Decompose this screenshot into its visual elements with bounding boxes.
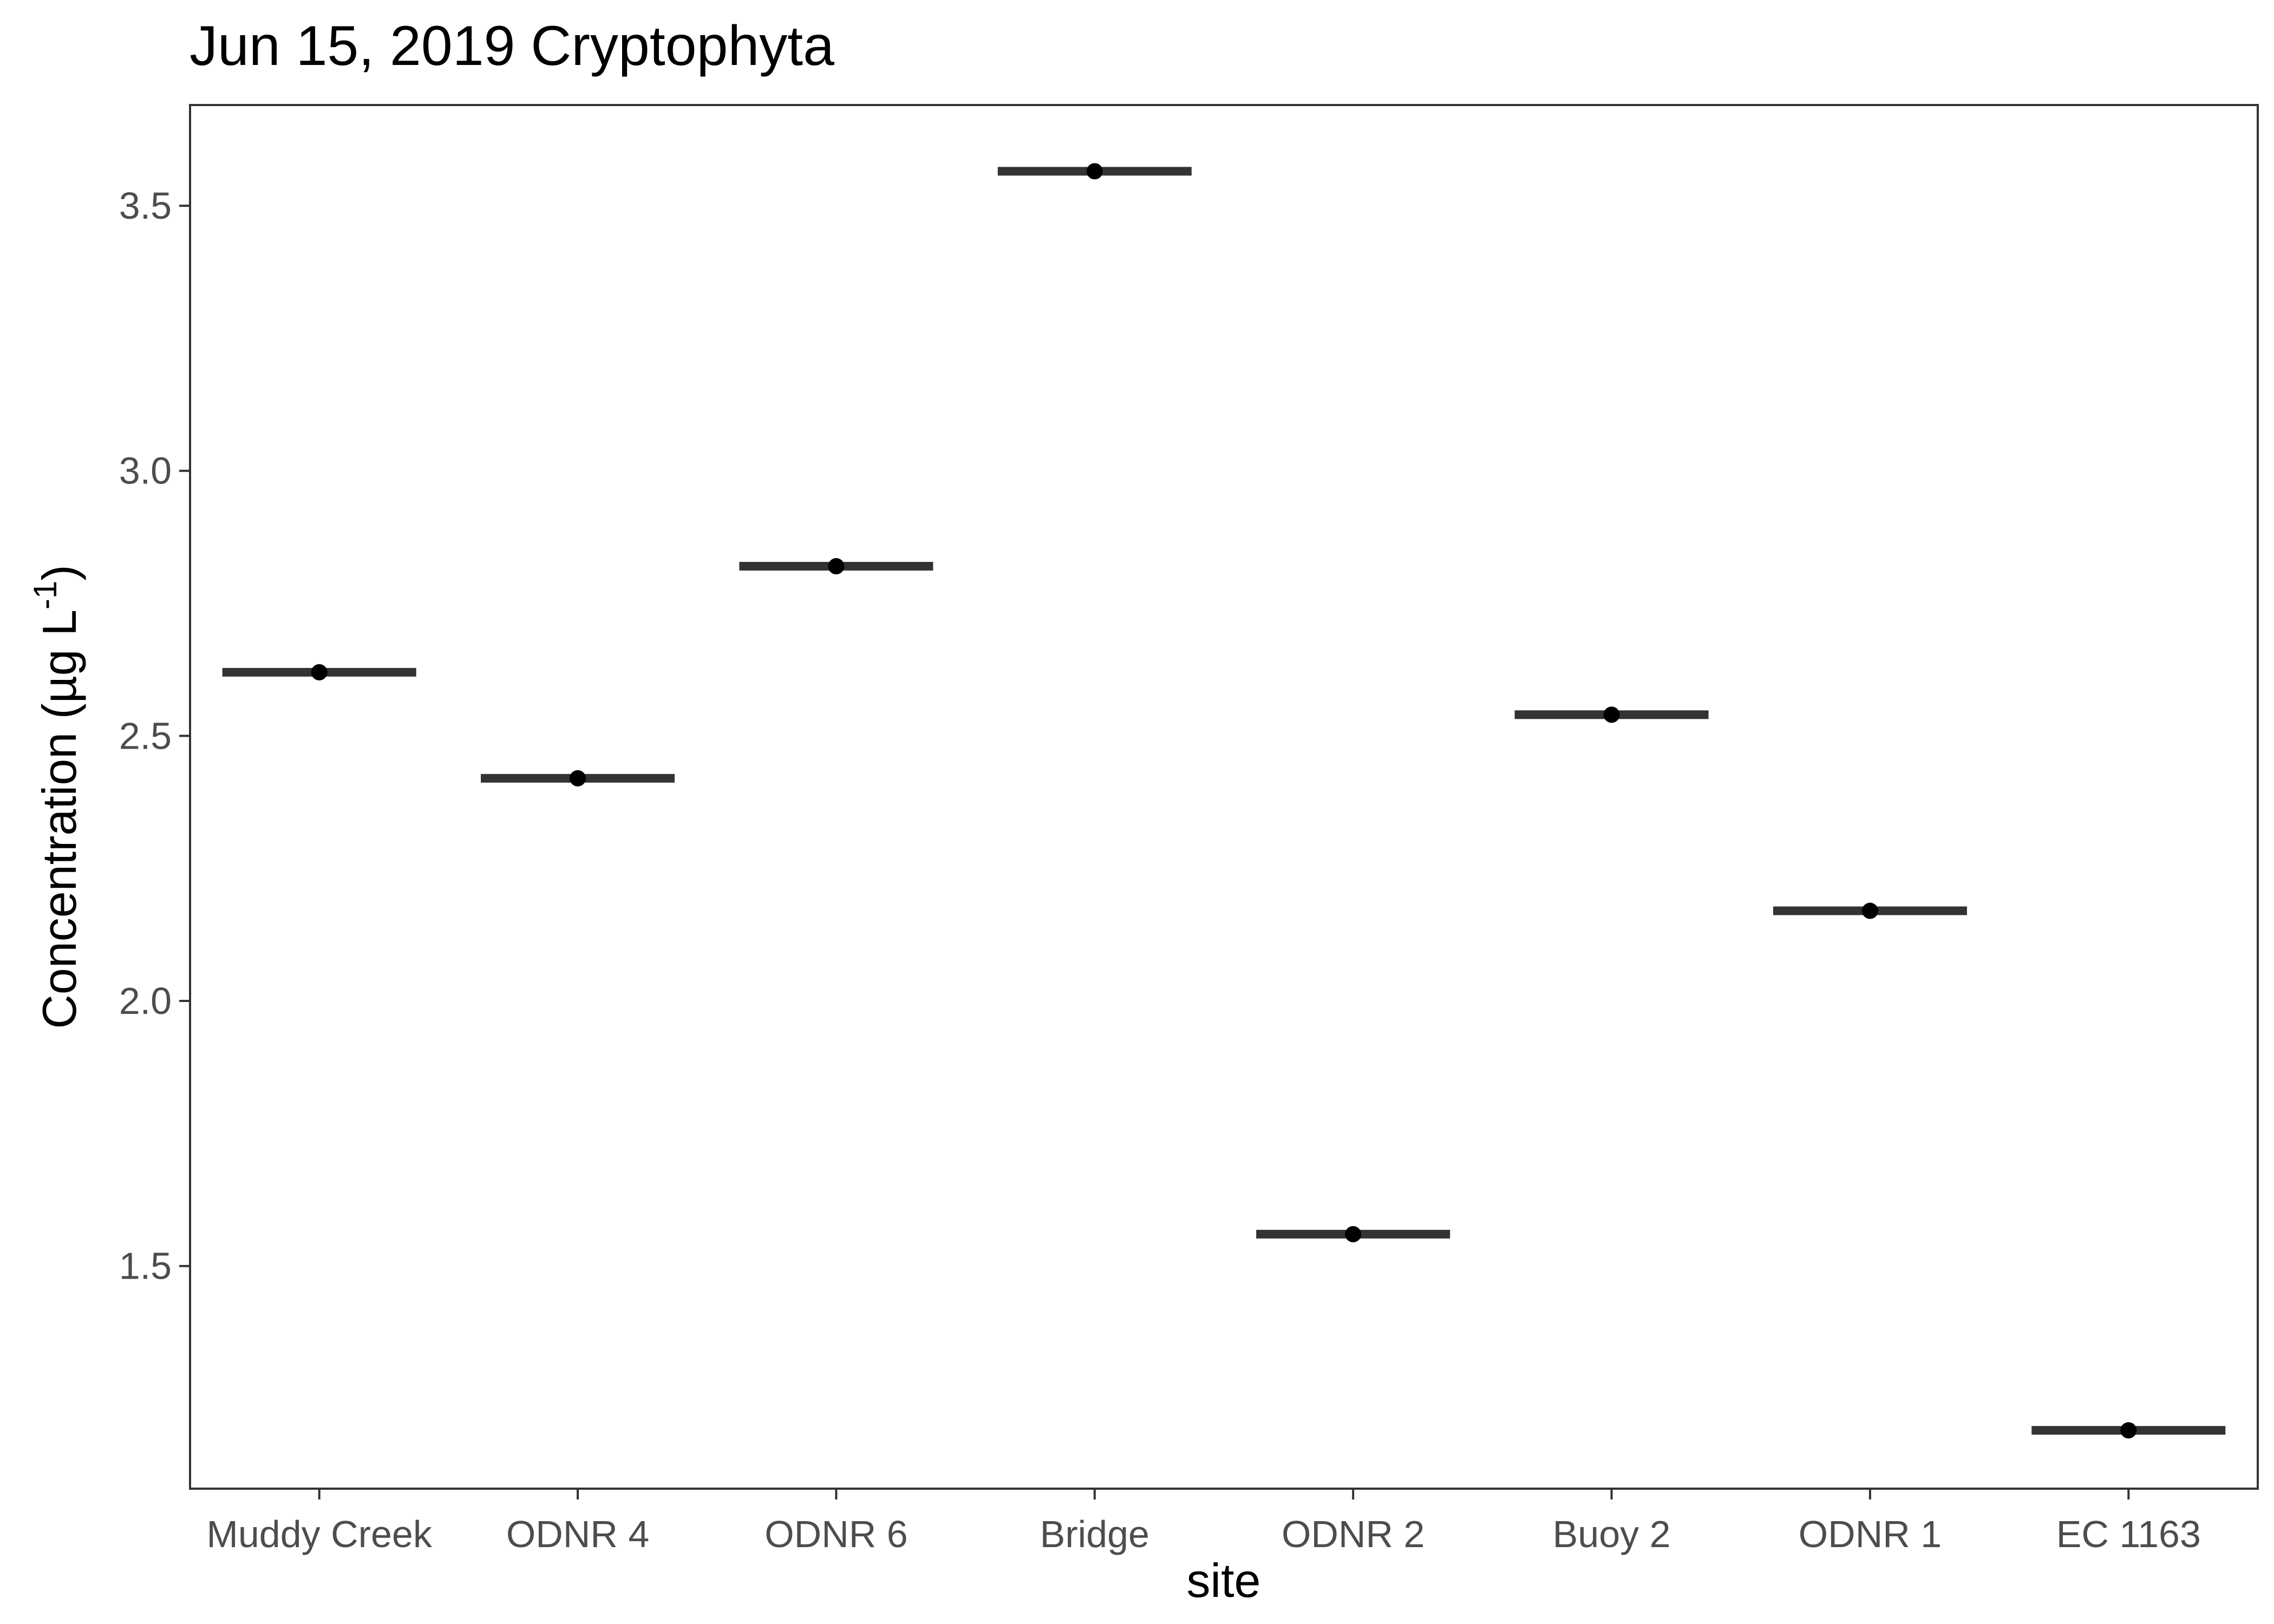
x-tick-label: ODNR 1 [1799,1513,1942,1555]
y-axis-title: Concentration (µg L-1) [27,565,86,1029]
x-axis: Muddy Creek ODNR 4 ODNR 6 Bridge ODNR 2 Buoy … [207,1489,2201,1555]
x-tick-label: ODNR 6 [764,1513,907,1555]
data-marks [222,163,2226,1439]
x-tick-label: Muddy Creek [207,1513,433,1555]
x-axis-title: site [1187,1554,1261,1607]
data-point [828,558,845,574]
data-point [570,770,586,787]
chart-title: Jun 15, 2019 Cryptophyta [190,15,834,77]
y-axis-title-superscript: -1 [27,581,63,610]
x-tick-label: Buoy 2 [1553,1513,1671,1555]
y-axis-title-main: Concentration (µg L [32,610,86,1029]
data-point [1861,902,1878,919]
y-tick-label: 3.5 [119,185,172,227]
x-tick-label: ODNR 4 [506,1513,649,1555]
data-point [1603,706,1620,723]
x-tick-label: EC 1163 [2056,1513,2201,1555]
y-tick-label: 3.0 [119,450,172,492]
y-tick-label: 2.5 [119,715,172,757]
y-tick-label: 1.5 [119,1245,172,1287]
data-point [311,664,328,680]
data-point [2120,1422,2137,1439]
plot-panel [189,104,2259,1490]
y-axis: 1.5 2.0 2.5 3.0 3.5 [119,185,190,1287]
data-point [1086,163,1103,180]
x-tick-label: ODNR 2 [1282,1513,1424,1555]
data-point [1345,1226,1362,1242]
y-tick-label: 2.0 [119,980,172,1022]
x-tick-label: Bridge [1040,1513,1149,1555]
y-axis-title-close: ) [32,565,86,580]
y-axis-title-group: Concentration (µg L-1) [27,565,86,1029]
